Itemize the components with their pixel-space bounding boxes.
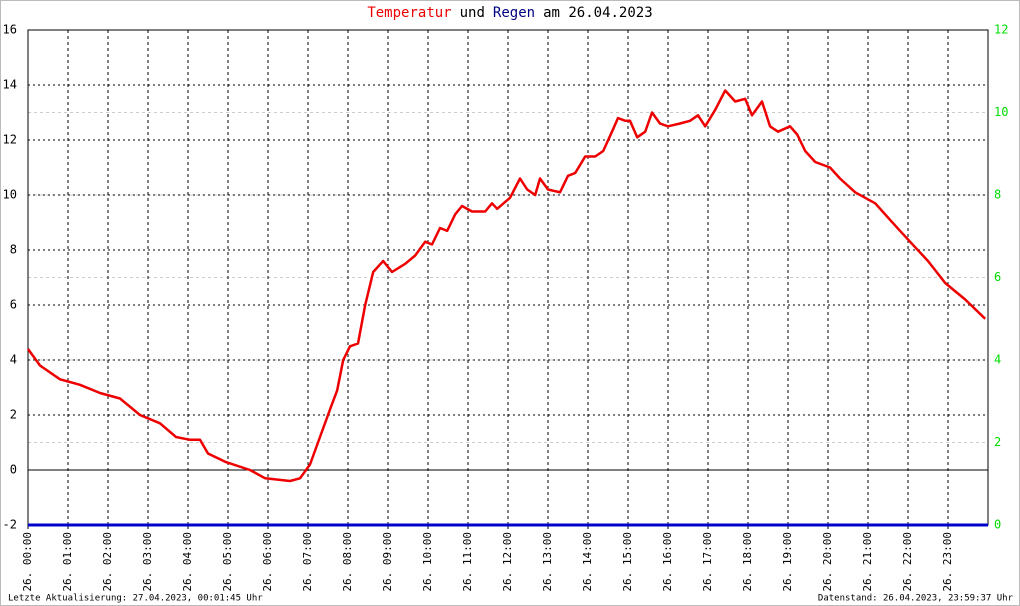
title-part: Temperatur — [367, 5, 451, 21]
x-tick-label: 26. 00:00 — [21, 532, 34, 592]
x-tick-label: 26. 10:00 — [421, 532, 434, 592]
x-tick-label: 26. 11:00 — [461, 532, 474, 592]
y-tick-label: 4 — [10, 353, 17, 367]
x-tick-label: 26. 17:00 — [701, 532, 714, 592]
y2-tick-label: 8 — [994, 188, 1001, 202]
title-part: und — [460, 5, 485, 21]
y-tick-label: 14 — [3, 78, 17, 92]
x-tick-label: 26. 22:00 — [901, 532, 914, 592]
x-tick-label: 26. 16:00 — [661, 532, 674, 592]
x-tick-label: 26. 21:00 — [861, 532, 874, 592]
x-tick-label: 26. 02:00 — [101, 532, 114, 592]
x-tick-label: 26. 13:00 — [541, 532, 554, 592]
y-tick-label: 0 — [10, 463, 17, 477]
title-part: am 26.04.2023 — [543, 5, 653, 21]
y2-tick-label: 4 — [994, 353, 1001, 367]
y2-tick-label: 0 — [994, 518, 1001, 532]
y2-tick-label: 6 — [994, 270, 1001, 284]
y-tick-label: 12 — [3, 133, 17, 147]
x-tick-label: 26. 08:00 — [341, 532, 354, 592]
y-tick-label: 2 — [10, 408, 17, 422]
title-part: Regen — [493, 5, 535, 21]
y-tick-label: 10 — [3, 188, 17, 202]
x-tick-label: 26. 03:00 — [141, 532, 154, 592]
y-tick-label: 16 — [3, 23, 17, 37]
x-tick-label: 26. 09:00 — [381, 532, 394, 592]
x-tick-label: 26. 20:00 — [821, 532, 834, 592]
footer-left: Letzte Aktualisierung: 27.04.2023, 00:01… — [8, 594, 263, 604]
y2-tick-label: 12 — [994, 23, 1008, 37]
y2-tick-label: 2 — [994, 435, 1001, 449]
x-tick-label: 26. 15:00 — [621, 532, 634, 592]
y-tick-label: 6 — [10, 298, 17, 312]
y-tick-label: -2 — [3, 518, 17, 532]
y2-tick-label: 10 — [994, 105, 1008, 119]
y-tick-label: 8 — [10, 243, 17, 257]
x-tick-label: 26. 05:00 — [221, 532, 234, 592]
series-line — [26, 89, 987, 483]
chart-title: Temperatur und Regen am 26.04.2023 — [367, 5, 652, 21]
x-tick-label: 26. 19:00 — [781, 532, 794, 592]
x-tick-label: 26. 23:00 — [941, 532, 954, 592]
x-tick-label: 26. 04:00 — [181, 532, 194, 592]
x-tick-label: 26. 18:00 — [741, 532, 754, 592]
x-tick-label: 26. 06:00 — [261, 532, 274, 592]
footer-right: Datenstand: 26.04.2023, 23:59:37 Uhr — [818, 594, 1014, 604]
x-tick-label: 26. 12:00 — [501, 532, 514, 592]
x-tick-label: 26. 01:00 — [61, 532, 74, 592]
x-tick-label: 26. 07:00 — [301, 532, 314, 592]
x-tick-label: 26. 14:00 — [581, 532, 594, 592]
